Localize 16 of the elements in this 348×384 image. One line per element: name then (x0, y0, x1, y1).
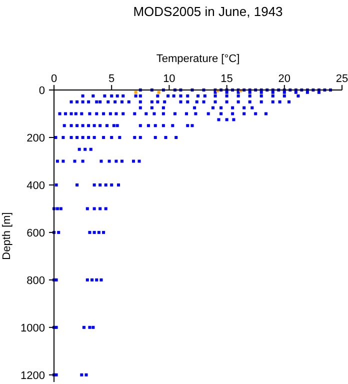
x-tick-label: 5 (108, 73, 115, 85)
x-tick-label: 15 (220, 73, 233, 85)
y-tick-label: 400 (26, 180, 45, 192)
y-axis-title: Depth [m] (1, 212, 13, 260)
x-tick-label: 20 (278, 73, 291, 85)
x-axis-title: Temperature [°C] (156, 53, 240, 65)
x-tick-label: 25 (336, 73, 348, 85)
y-tick-label: 1000 (20, 322, 45, 334)
x-tick-label: 0 (50, 73, 58, 85)
y-tick-label: 600 (26, 227, 45, 240)
chart-title: MODS2005 in June, 1943 (133, 4, 283, 19)
x-tick-label: 10 (163, 73, 176, 85)
y-tick-label: 200 (26, 132, 45, 144)
y-tick-label: 800 (26, 274, 45, 287)
y-tick-label: 1200 (20, 370, 45, 382)
y-tick-label: 0 (38, 85, 45, 97)
